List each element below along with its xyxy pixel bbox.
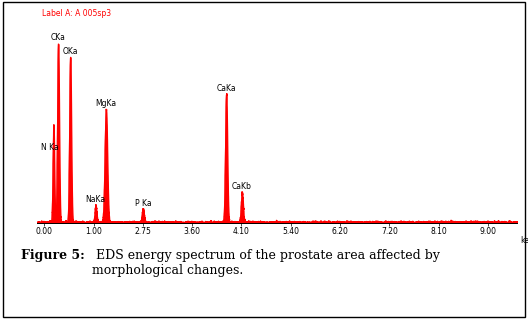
- Text: MgKa: MgKa: [96, 100, 117, 108]
- Text: P Ka: P Ka: [135, 199, 151, 208]
- Text: keV: keV: [520, 236, 528, 246]
- Text: OKa: OKa: [62, 47, 78, 56]
- Text: CaKa: CaKa: [216, 84, 236, 93]
- Text: CKa: CKa: [51, 33, 65, 42]
- Text: N Ka: N Ka: [41, 143, 59, 152]
- Text: NaKa: NaKa: [86, 196, 106, 204]
- Text: CaKb: CaKb: [232, 182, 252, 191]
- Text: Label A: A 005sp3: Label A: A 005sp3: [42, 9, 111, 18]
- Text: Figure 5:: Figure 5:: [21, 249, 85, 262]
- Text: EDS energy spectrum of the prostate area affected by
morphological changes.: EDS energy spectrum of the prostate area…: [92, 249, 440, 277]
